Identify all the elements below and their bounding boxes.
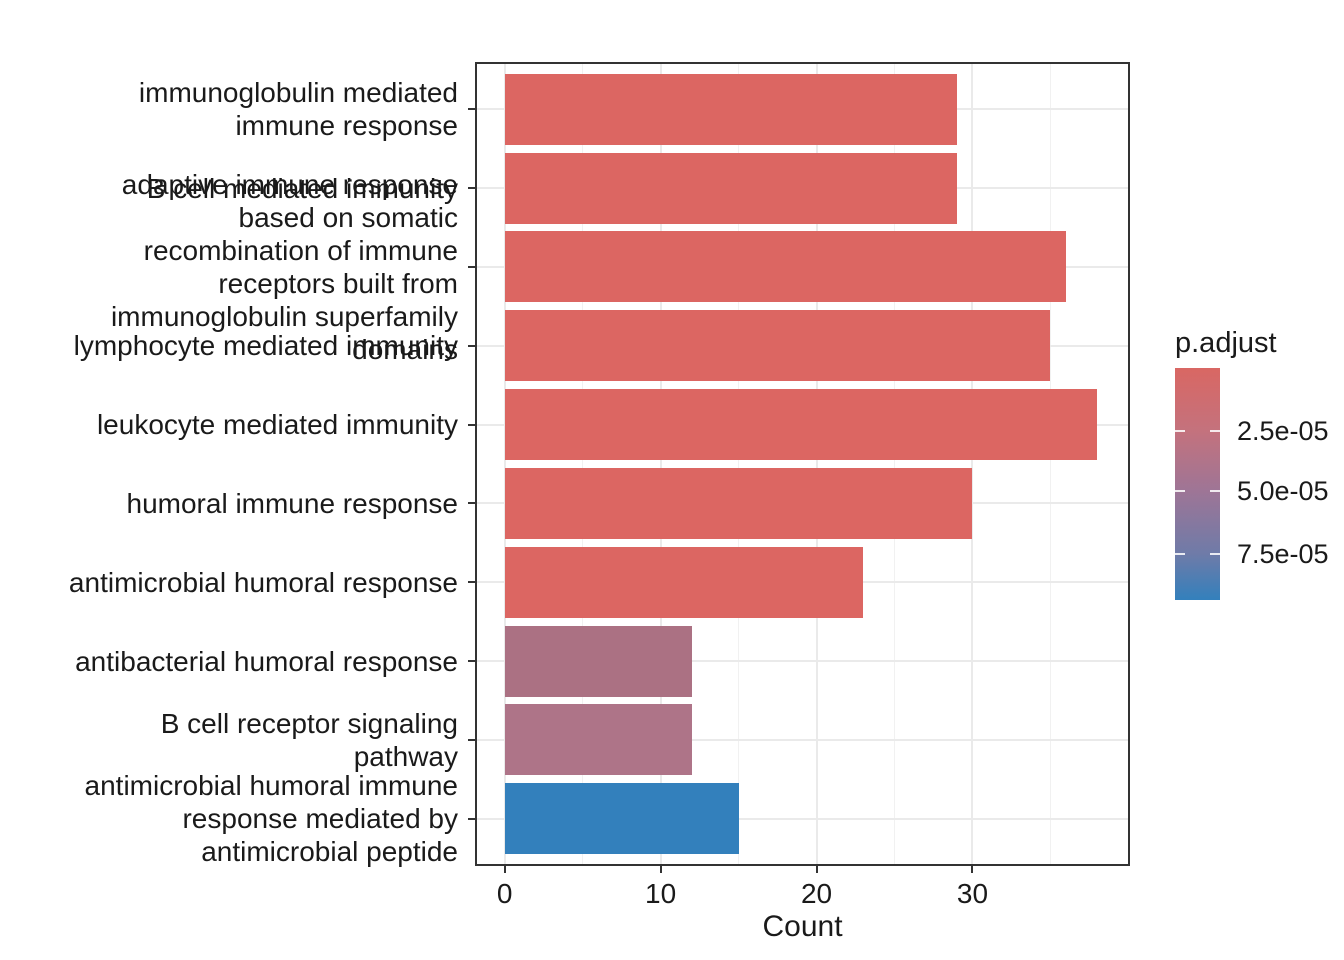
bar bbox=[504, 231, 1067, 303]
y-axis-label-line: domains bbox=[352, 333, 458, 365]
bar bbox=[504, 546, 864, 618]
y-tick bbox=[468, 817, 475, 820]
bar bbox=[504, 152, 957, 224]
gridline-major-horizontal bbox=[475, 660, 1130, 663]
y-axis-label-line: antimicrobial humoral immune bbox=[84, 770, 458, 802]
y-axis-label-line: adaptive immune response bbox=[121, 168, 458, 200]
y-axis-label-line: antimicrobial humoral response bbox=[68, 566, 458, 598]
panel-border bbox=[475, 62, 1130, 866]
y-axis-label-line: lymphocyte mediated immunity bbox=[73, 330, 458, 362]
gridline-major-vertical bbox=[971, 62, 974, 866]
y-axis-label-line: immunoglobulin mediated bbox=[138, 77, 458, 109]
y-tick bbox=[468, 265, 475, 268]
y-axis-label-line: leukocyte mediated immunity bbox=[96, 409, 458, 441]
y-axis-label: immunoglobulin mediated immune response bbox=[0, 76, 458, 142]
x-tick bbox=[503, 866, 506, 873]
legend-tick bbox=[1210, 489, 1220, 492]
y-tick bbox=[468, 660, 475, 663]
x-tick bbox=[971, 866, 974, 873]
y-axis-label: antimicrobial humoral immune response med… bbox=[0, 769, 458, 868]
bar bbox=[504, 783, 739, 855]
y-tick bbox=[468, 738, 475, 741]
legend-tick bbox=[1210, 429, 1220, 432]
y-tick bbox=[468, 581, 475, 584]
x-tick bbox=[659, 866, 662, 873]
y-axis-label: lymphocyte mediated immunity bbox=[0, 329, 458, 362]
legend-gradient-bar bbox=[1175, 368, 1220, 600]
y-axis-label-line: B cell mediated immunity bbox=[146, 172, 458, 204]
gridline-major-vertical bbox=[659, 62, 662, 866]
gridline-major-vertical bbox=[815, 62, 818, 866]
y-axis-label: antimicrobial humoral response bbox=[0, 566, 458, 599]
y-axis-label-line: antimicrobial peptide bbox=[201, 836, 458, 868]
y-tick bbox=[468, 108, 475, 111]
y-tick bbox=[468, 502, 475, 505]
y-axis-label: adaptive immune response based on somatic… bbox=[0, 168, 458, 366]
bar bbox=[504, 310, 1051, 382]
y-axis-label-line: immunoglobulin superfamily bbox=[110, 300, 458, 332]
y-axis-label-line: receptors built from bbox=[218, 267, 458, 299]
y-axis-label-line: pathway bbox=[353, 740, 458, 772]
x-tick bbox=[815, 866, 818, 873]
x-tick-label: 10 bbox=[645, 878, 677, 909]
y-tick bbox=[468, 344, 475, 347]
legend-tick bbox=[1175, 429, 1185, 432]
legend-tick bbox=[1175, 489, 1185, 492]
bar bbox=[504, 704, 692, 776]
legend-tick bbox=[1210, 552, 1220, 555]
legend-tick-label: 2.5e-05 bbox=[1237, 415, 1329, 446]
x-tick-label: 0 bbox=[496, 878, 513, 909]
y-axis-label-line: B cell receptor signaling bbox=[160, 707, 458, 739]
gridline-minor-vertical bbox=[582, 62, 584, 866]
y-axis-label-line: immune response bbox=[235, 110, 458, 142]
gridline-minor-vertical bbox=[894, 62, 895, 866]
gridline-major-horizontal bbox=[475, 738, 1130, 741]
y-tick bbox=[468, 423, 475, 426]
y-axis-label: antibacterial humoral response bbox=[0, 645, 458, 678]
gridline-major-horizontal bbox=[475, 817, 1130, 820]
y-tick bbox=[468, 187, 475, 190]
y-axis-label-line: based on somatic bbox=[238, 201, 458, 233]
x-axis-title: Count bbox=[762, 910, 843, 943]
legend-tick-label: 7.5e-05 bbox=[1237, 538, 1329, 569]
y-axis-label: B cell mediated immunity bbox=[0, 172, 458, 205]
y-axis-label: humoral immune response bbox=[0, 487, 459, 520]
legend-tick bbox=[1175, 552, 1185, 555]
gridline-minor-vertical bbox=[738, 62, 740, 866]
y-axis-label: B cell receptor signaling pathway bbox=[0, 707, 458, 773]
x-tick-label: 20 bbox=[800, 878, 833, 909]
gridline-major-vertical bbox=[503, 62, 506, 866]
bar bbox=[504, 389, 1098, 461]
y-axis-label-line: humoral immune response bbox=[126, 487, 459, 519]
y-axis-label-line: antibacterial humoral response bbox=[75, 645, 458, 677]
bar bbox=[504, 467, 973, 539]
bar bbox=[504, 625, 692, 697]
y-axis-label-line: recombination of immune bbox=[143, 234, 458, 266]
legend-title: p.adjust bbox=[1175, 327, 1277, 359]
gridline-minor-vertical bbox=[1049, 62, 1051, 866]
y-axis-label: leukocyte mediated immunity bbox=[0, 408, 458, 441]
x-tick-label: 30 bbox=[956, 878, 989, 909]
bar bbox=[504, 73, 957, 145]
legend-tick-label: 5.0e-05 bbox=[1237, 475, 1329, 506]
y-axis-label-line: response mediated by bbox=[182, 803, 458, 835]
